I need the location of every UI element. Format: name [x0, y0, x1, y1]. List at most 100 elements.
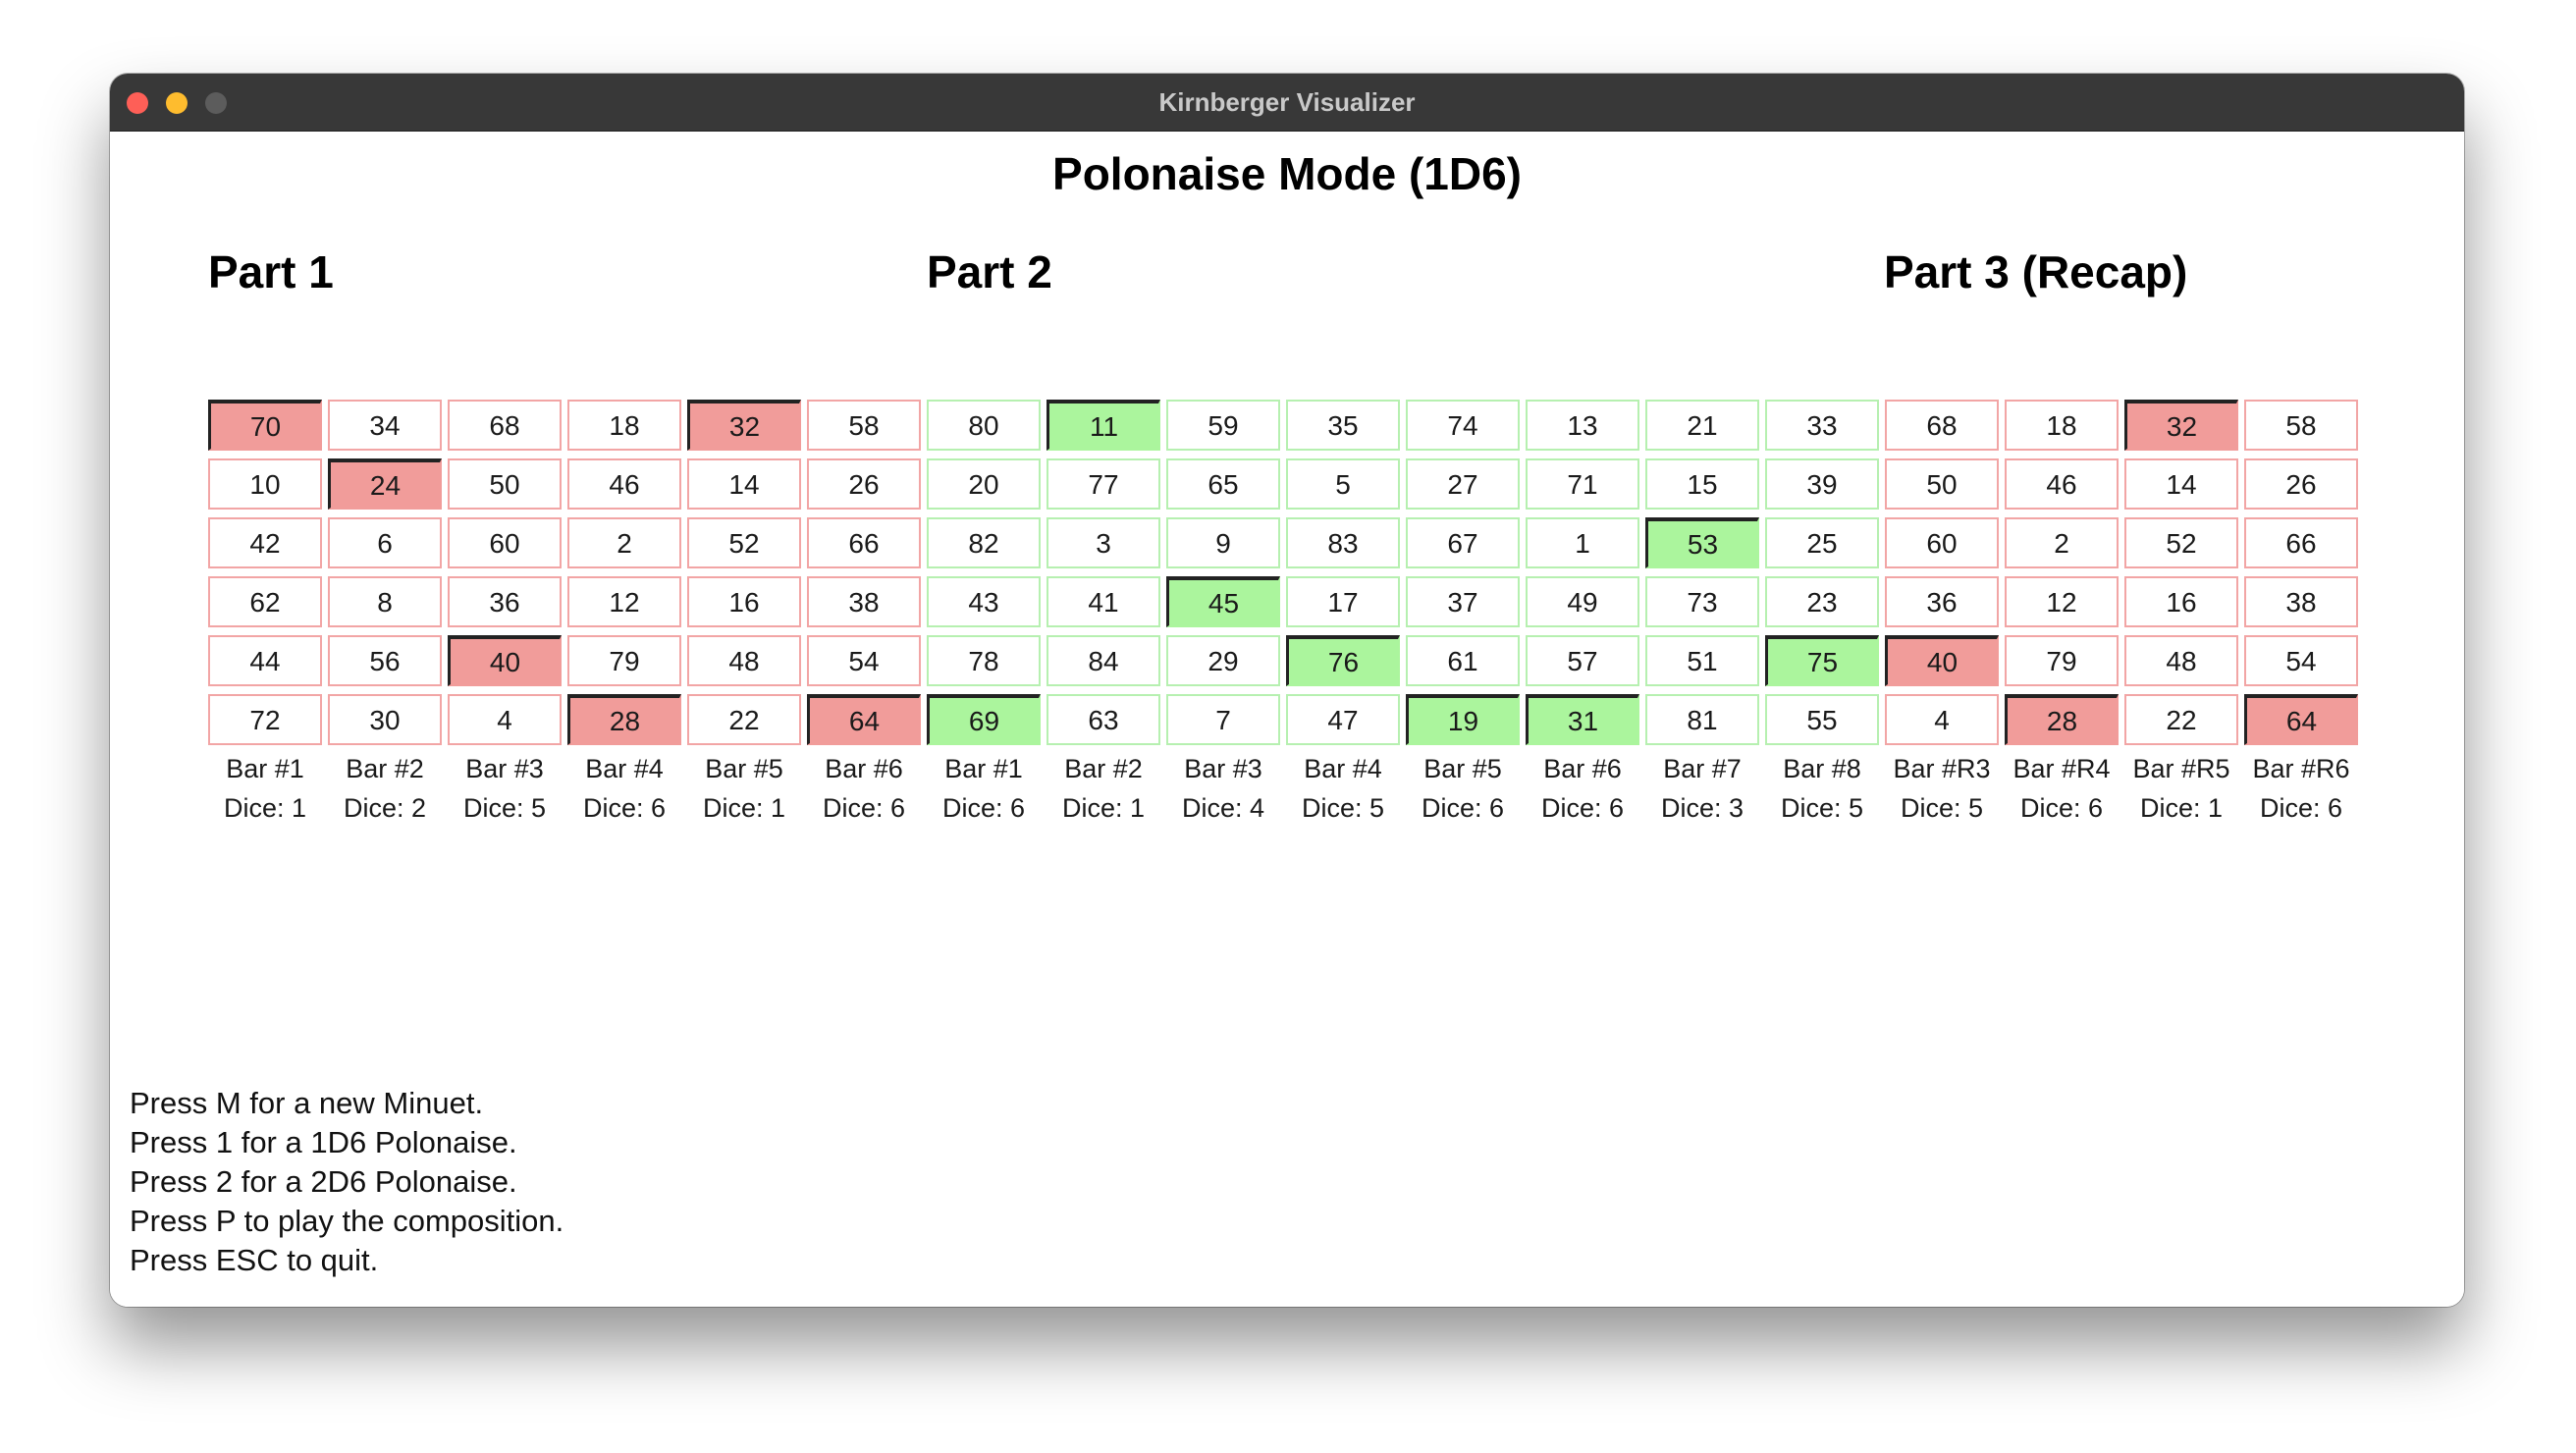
table-cell: 2	[567, 517, 681, 568]
part-2-title: Part 2	[927, 246, 1052, 297]
table-cell: 62	[208, 576, 322, 627]
table-cell: 52	[687, 517, 801, 568]
bar-label: Bar #5	[1423, 754, 1502, 783]
table-cell: 15	[1645, 458, 1759, 510]
selected-table-cell: 75	[1765, 635, 1879, 686]
table-cell: 60	[448, 517, 562, 568]
bar-label: Bar #4	[585, 754, 664, 783]
bar-label: Bar #1	[944, 754, 1023, 783]
table-cell: 41	[1046, 576, 1160, 627]
minimize-window-button[interactable]	[166, 92, 188, 114]
table-cell: 54	[807, 635, 921, 686]
table-cell: 63	[1046, 694, 1160, 745]
selected-table-cell: 28	[2005, 694, 2119, 745]
selected-table-cell: 70	[208, 400, 322, 451]
bar-label: Bar #R6	[2252, 754, 2350, 783]
table-cell: 73	[1645, 576, 1759, 627]
app-window: Kirnberger Visualizer Polonaise Mode (1D…	[110, 74, 2464, 1307]
table-cell: 22	[687, 694, 801, 745]
selected-table-cell: 64	[807, 694, 921, 745]
table-cell: 84	[1046, 635, 1160, 686]
selected-table-cell: 76	[1286, 635, 1400, 686]
dice-roll-label: Dice: 4	[1181, 793, 1265, 823]
part-1-title: Part 1	[208, 246, 334, 297]
bar-label: Bar #5	[705, 754, 783, 783]
table-cell: 66	[807, 517, 921, 568]
table-cell: 27	[1406, 458, 1520, 510]
part-3-title: Part 3 (Recap)	[1884, 246, 2188, 297]
table-cell: 59	[1166, 400, 1280, 451]
table-cell: 35	[1286, 400, 1400, 451]
table-cell: 39	[1765, 458, 1879, 510]
selected-table-cell: 69	[927, 694, 1041, 745]
table-cell: 25	[1765, 517, 1879, 568]
table-cell: 36	[1885, 576, 1999, 627]
zoom-window-button[interactable]	[205, 92, 227, 114]
table-cell: 80	[927, 400, 1041, 451]
table-cell: 68	[448, 400, 562, 451]
instruction-line: Press ESC to quit.	[130, 1243, 379, 1277]
dice-roll-label: Dice: 1	[223, 793, 307, 823]
dice-roll-label: Dice: 1	[2139, 793, 2224, 823]
table-cell: 66	[2244, 517, 2358, 568]
table-cell: 9	[1166, 517, 1280, 568]
table-cell: 30	[328, 694, 442, 745]
dice-roll-label: Dice: 6	[1421, 793, 1505, 823]
instruction-line: Press M for a new Minuet.	[130, 1086, 484, 1120]
selected-table-cell: 19	[1406, 694, 1520, 745]
table-cell: 50	[448, 458, 562, 510]
close-window-button[interactable]	[127, 92, 148, 114]
bar-label: Bar #1	[226, 754, 304, 783]
dice-roll-label: Dice: 5	[462, 793, 547, 823]
bar-label: Bar #R3	[1893, 754, 1991, 783]
table-cell: 54	[2244, 635, 2358, 686]
table-cell: 26	[2244, 458, 2358, 510]
table-cell: 61	[1406, 635, 1520, 686]
table-cell: 29	[1166, 635, 1280, 686]
table-cell: 18	[567, 400, 681, 451]
table-cell: 2	[2005, 517, 2119, 568]
dice-roll-label: Dice: 5	[1780, 793, 1864, 823]
bar-label: Bar #6	[1543, 754, 1622, 783]
dice-roll-label: Dice: 1	[1061, 793, 1146, 823]
table-cell: 56	[328, 635, 442, 686]
table-cell: 37	[1406, 576, 1520, 627]
table-cell: 74	[1406, 400, 1520, 451]
bar-label: Bar #R4	[2012, 754, 2111, 783]
dice-roll-label: Dice: 1	[702, 793, 786, 823]
table-cell: 57	[1526, 635, 1639, 686]
table-cell: 21	[1645, 400, 1759, 451]
bar-label: Bar #7	[1663, 754, 1742, 783]
bar-label: Bar #2	[1064, 754, 1143, 783]
table-cell: 81	[1645, 694, 1759, 745]
table-cell: 48	[2124, 635, 2238, 686]
table-cell: 10	[208, 458, 322, 510]
table-cell: 42	[208, 517, 322, 568]
table-cell: 71	[1526, 458, 1639, 510]
table-cell: 60	[1885, 517, 1999, 568]
table-cell: 16	[687, 576, 801, 627]
keyboard-instructions: Press M for a new Minuet. Press 1 for a …	[130, 1084, 564, 1280]
window-title: Kirnberger Visualizer	[1158, 87, 1416, 117]
table-cell: 51	[1645, 635, 1759, 686]
dice-roll-label: Dice: 6	[2259, 793, 2343, 823]
table-cell: 38	[2244, 576, 2358, 627]
table-cell: 46	[2005, 458, 2119, 510]
bar-label: Bar #4	[1304, 754, 1382, 783]
table-cell: 68	[1885, 400, 1999, 451]
visualizer-canvas: Polonaise Mode (1D6) Part 1 Part 2 Part …	[110, 132, 2464, 1307]
bar-label: Bar #8	[1783, 754, 1861, 783]
dice-roll-label: Dice: 6	[822, 793, 906, 823]
instruction-line: Press 1 for a 1D6 Polonaise.	[130, 1125, 517, 1159]
selected-table-cell: 24	[328, 458, 442, 510]
selected-table-cell: 53	[1645, 517, 1759, 568]
table-cell: 49	[1526, 576, 1639, 627]
table-cell: 4	[1885, 694, 1999, 745]
table-cell: 58	[2244, 400, 2358, 451]
instruction-line: Press P to play the composition.	[130, 1204, 564, 1238]
selected-table-cell: 32	[687, 400, 801, 451]
table-cell: 22	[2124, 694, 2238, 745]
selected-table-cell: 32	[2124, 400, 2238, 451]
table-cell: 52	[2124, 517, 2238, 568]
table-cell: 12	[567, 576, 681, 627]
